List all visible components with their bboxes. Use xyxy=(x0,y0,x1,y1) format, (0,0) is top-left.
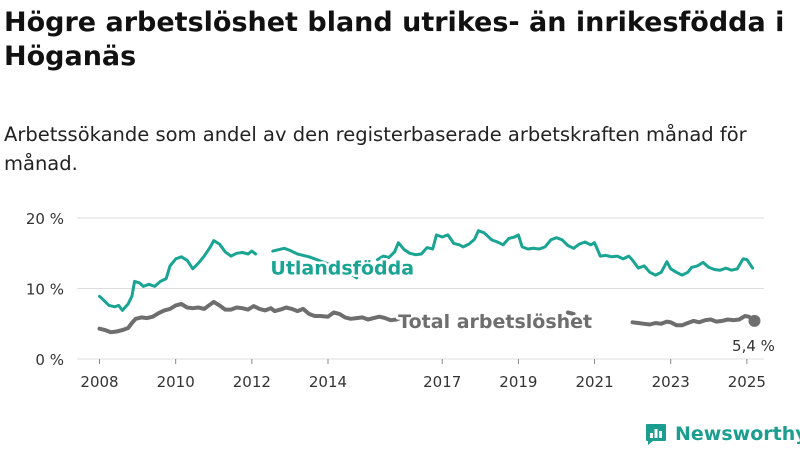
x-axis-ticks: 2008 2010 2012 2014 2017 2019 2021 2023 2025 xyxy=(80,359,766,391)
series-line-total-1 xyxy=(565,310,576,316)
brand-name: Newsworthy xyxy=(675,423,800,445)
x-tick-label: 2017 xyxy=(423,373,461,391)
series-line-total-0 xyxy=(97,299,435,335)
label-layer: Utlandsfödda Total arbetslöshet 5,4 % xyxy=(268,255,775,355)
x-tick-label: 2023 xyxy=(652,373,690,391)
chart-subtitle: Arbetssökande som andel av den registerb… xyxy=(4,123,747,175)
newsworthy-logo: Newsworthy xyxy=(645,419,800,449)
series-line-utlandsfodda-2 xyxy=(376,229,755,277)
y-axis-ticks: 0 % 10 % 20 % xyxy=(26,210,64,369)
y-tick-label: 10 % xyxy=(26,281,64,299)
series-layer xyxy=(97,229,761,335)
grid-layer xyxy=(77,217,764,360)
series-label-utlandsfodda: Utlandsfödda xyxy=(270,257,414,279)
x-tick-label: 2021 xyxy=(575,373,613,391)
end-value-label: 5,4 % xyxy=(732,337,775,355)
x-tick-label: 2010 xyxy=(157,373,195,391)
end-point-marker xyxy=(748,314,761,327)
bar-chart-icon xyxy=(646,424,666,445)
x-tick-label: 2008 xyxy=(80,373,118,391)
series-label-total: Total arbetslöshet xyxy=(398,311,592,333)
series-line-total-2 xyxy=(630,314,757,328)
series-line-utlandsfodda-1 xyxy=(271,246,359,280)
chart-title: Högre arbetslöshet bland utrikes- än inr… xyxy=(4,7,785,72)
x-tick-label: 2019 xyxy=(499,373,537,391)
x-tick-label: 2012 xyxy=(233,373,271,391)
x-tick-label: 2014 xyxy=(309,373,347,391)
series-line-utlandsfodda-0 xyxy=(98,239,258,312)
y-tick-label: 0 % xyxy=(35,351,64,369)
y-tick-label: 20 % xyxy=(26,210,64,228)
x-tick-label: 2025 xyxy=(728,373,766,391)
